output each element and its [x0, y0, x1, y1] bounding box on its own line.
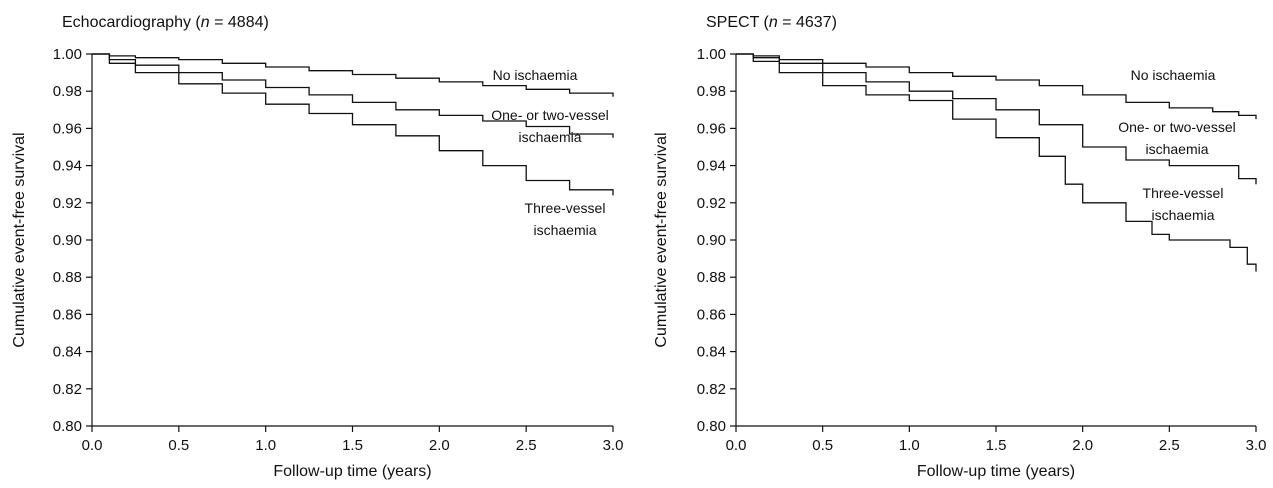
survival-curve-3: [736, 53, 1257, 272]
x-tick-label: 2.0: [1072, 437, 1093, 454]
survival-curve-1: [736, 53, 1257, 120]
x-tick-label: 2.0: [429, 437, 450, 454]
y-tick-label: 0.82: [53, 381, 82, 398]
y-tick-label: 0.88: [53, 269, 82, 286]
y-tick-label: 0.80: [697, 418, 726, 435]
y-tick-label: 0.88: [697, 269, 726, 286]
x-tick-label: 2.5: [1159, 437, 1180, 454]
x-axis-label: Follow-up time (years): [917, 463, 1075, 480]
chart-title: SPECT (n = 4637): [706, 14, 837, 31]
y-axis-label: Cumulative event-free survival: [11, 132, 28, 347]
series-label-3: Three-vessel: [525, 200, 606, 216]
series-label-2: One- or two-vessel: [1118, 119, 1235, 135]
y-tick-label: 0.96: [53, 120, 82, 137]
survival-curve-1: [92, 53, 614, 97]
x-tick-label: 1.0: [255, 437, 276, 454]
x-tick-label: 0.5: [168, 437, 189, 454]
y-tick-label: 0.92: [53, 195, 82, 212]
series-label-1: No ischaemia: [1131, 67, 1216, 83]
chart-title: Echocardiography (n = 4884): [62, 14, 269, 31]
x-tick-label: 1.0: [899, 437, 920, 454]
y-tick-label: 0.94: [53, 158, 82, 175]
y-tick-label: 0.80: [53, 418, 82, 435]
x-tick-label: 2.5: [516, 437, 537, 454]
y-tick-label: 0.90: [697, 232, 726, 249]
series-label-2: One- or two-vessel: [491, 107, 608, 123]
series-label-2: ischaemia: [1145, 141, 1208, 157]
y-tick-label: 0.82: [697, 381, 726, 398]
survival-curve-2: [736, 53, 1257, 185]
y-axis-label: Cumulative event-free survival: [653, 132, 670, 347]
y-tick-label: 0.86: [697, 306, 726, 323]
y-tick-label: 0.98: [697, 83, 726, 100]
series-label-3: ischaemia: [533, 222, 596, 238]
survival-curve-3: [92, 53, 614, 196]
y-tick-label: 0.94: [697, 158, 726, 175]
x-tick-label: 1.5: [986, 437, 1007, 454]
series-label-3: ischaemia: [1151, 207, 1214, 223]
x-tick-label: 3.0: [603, 437, 624, 454]
y-tick-label: 0.90: [53, 232, 82, 249]
x-tick-label: 1.5: [342, 437, 363, 454]
y-tick-label: 0.84: [697, 344, 726, 361]
series-label-2: ischaemia: [518, 129, 581, 145]
x-tick-label: 0.0: [82, 437, 103, 454]
x-tick-label: 0.0: [726, 437, 747, 454]
y-tick-label: 0.84: [53, 344, 82, 361]
x-axis-label: Follow-up time (years): [273, 463, 431, 480]
x-tick-label: 3.0: [1246, 437, 1267, 454]
series-label-3: Three-vessel: [1143, 185, 1224, 201]
y-tick-label: 1.00: [53, 46, 82, 63]
y-tick-label: 0.86: [53, 306, 82, 323]
y-tick-label: 1.00: [697, 46, 726, 63]
y-tick-label: 0.92: [697, 195, 726, 212]
survival-curve-2: [92, 53, 614, 138]
y-tick-label: 0.98: [53, 83, 82, 100]
x-tick-label: 0.5: [812, 437, 833, 454]
series-label-1: No ischaemia: [493, 67, 578, 83]
chart-panel-1: Echocardiography (n = 4884) 0.80 0.82 0.84 0…: [11, 14, 623, 480]
y-tick-label: 0.96: [697, 120, 726, 137]
chart-panel-2: SPECT (n = 4637) 0.80 0.82 0.84 0.86 0.88 0.90…: [653, 14, 1266, 480]
